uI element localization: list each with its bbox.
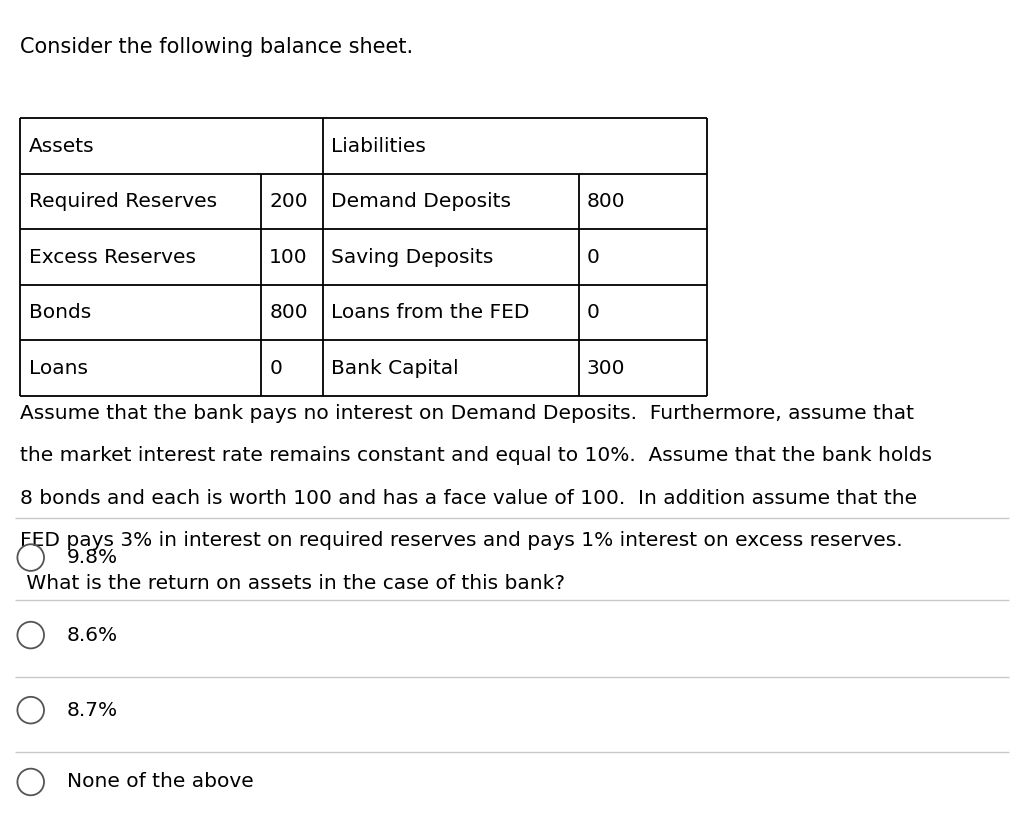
Text: Demand Deposits: Demand Deposits: [331, 192, 511, 211]
Text: Bonds: Bonds: [29, 303, 91, 322]
Text: Assets: Assets: [29, 136, 94, 156]
Text: 100: 100: [269, 247, 308, 267]
Text: None of the above: None of the above: [67, 773, 253, 792]
Text: What is the return on assets in the case of this bank?: What is the return on assets in the case…: [20, 574, 565, 592]
Text: 300: 300: [587, 358, 626, 378]
Text: the market interest rate remains constant and equal to 10%.  Assume that the ban: the market interest rate remains constan…: [20, 446, 933, 465]
Text: 800: 800: [587, 192, 626, 211]
Text: Bank Capital: Bank Capital: [331, 358, 459, 378]
Text: 800: 800: [269, 303, 308, 322]
Text: Liabilities: Liabilities: [331, 136, 426, 156]
Text: FED pays 3% in interest on required reserves and pays 1% interest on excess rese: FED pays 3% in interest on required rese…: [20, 531, 903, 550]
Text: Excess Reserves: Excess Reserves: [29, 247, 196, 267]
Text: 0: 0: [269, 358, 283, 378]
Text: Required Reserves: Required Reserves: [29, 192, 217, 211]
Text: 0: 0: [587, 247, 600, 267]
Text: Saving Deposits: Saving Deposits: [331, 247, 494, 267]
Text: Assume that the bank pays no interest on Demand Deposits.  Furthermore, assume t: Assume that the bank pays no interest on…: [20, 404, 914, 423]
Text: Loans from the FED: Loans from the FED: [331, 303, 529, 322]
Text: 8 bonds and each is worth 100 and has a face value of 100.  In addition assume t: 8 bonds and each is worth 100 and has a …: [20, 489, 918, 508]
Text: 9.8%: 9.8%: [67, 548, 118, 567]
Text: 200: 200: [269, 192, 308, 211]
Text: 8.6%: 8.6%: [67, 626, 118, 645]
Text: 8.7%: 8.7%: [67, 701, 118, 720]
Text: Consider the following balance sheet.: Consider the following balance sheet.: [20, 37, 414, 57]
Text: 0: 0: [587, 303, 600, 322]
Text: Loans: Loans: [29, 358, 88, 378]
